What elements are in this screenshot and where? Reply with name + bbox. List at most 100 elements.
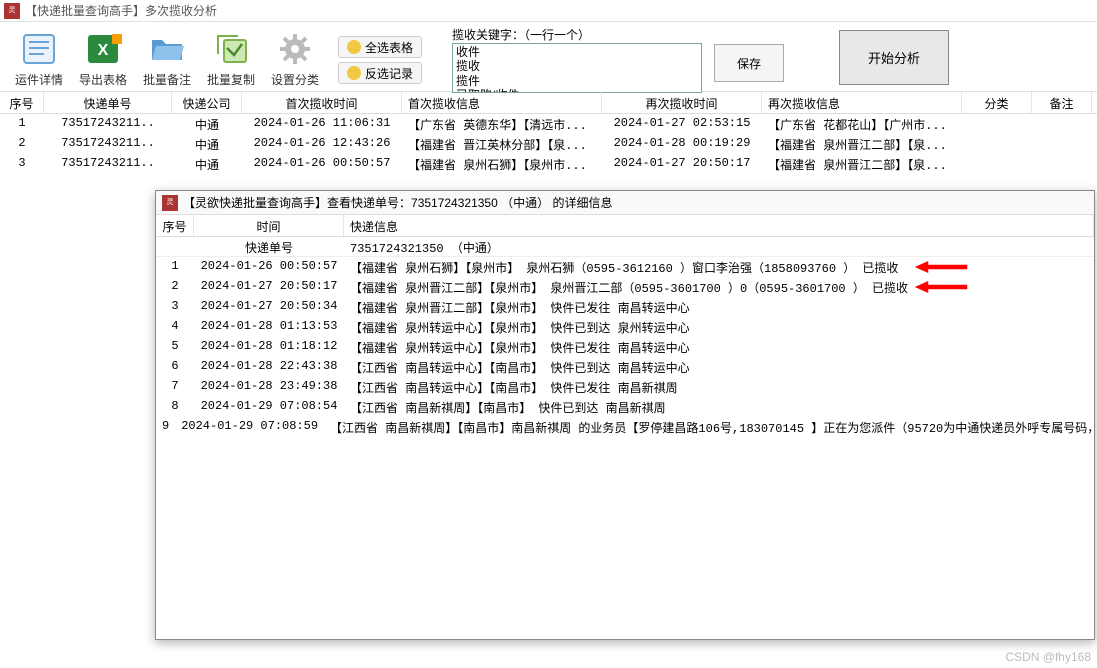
detail-col-header[interactable]: 序号 xyxy=(156,215,194,236)
app-icon: 灵 xyxy=(162,195,178,211)
cell: 【福建省 泉州晋江二部】【泉... xyxy=(762,154,962,174)
detail-titlebar: 灵 【灵欲快递批量查询高手】查看快递单号： 7351724321350 （中通）… xyxy=(156,191,1094,215)
main-col-header[interactable]: 备注 xyxy=(1032,92,1092,113)
detail-body: 序号时间快递信息 快递单号 7351724321350 （中通） 12024-0… xyxy=(156,215,1094,437)
cell: 【福建省 泉州晋江二部】【泉州市】 泉州晋江二部（0595-3601700 ）0… xyxy=(344,277,1094,297)
cell xyxy=(962,134,1032,154)
table-row[interactable]: 373517243211..中通2024-01-26 00:50:57【福建省 … xyxy=(0,154,1097,174)
cell: 【福建省 泉州晋江二部】【泉州市】 快件已发往 南昌转运中心 xyxy=(344,297,1094,317)
copy-icon xyxy=(210,29,252,69)
cell: 【福建省 泉州转运中心】【泉州市】 快件已到达 泉州转运中心 xyxy=(344,317,1094,337)
detail-row[interactable]: 22024-01-27 20:50:17【福建省 泉州晋江二部】【泉州市】 泉州… xyxy=(156,277,1094,297)
cell: 2024-01-27 20:50:17 xyxy=(602,154,762,174)
toolbar-label: 导出表格 xyxy=(79,71,127,88)
cell: 8 xyxy=(156,397,194,417)
cell: 【江西省 南昌转运中心】【南昌市】 快件已到达 南昌转运中心 xyxy=(344,357,1094,377)
table-row[interactable]: 173517243211..中通2024-01-26 11:06:31【广东省 … xyxy=(0,114,1097,134)
cell: 2024-01-27 20:50:17 xyxy=(194,277,344,297)
main-col-header[interactable]: 序号 xyxy=(0,92,44,113)
cell: 2024-01-26 00:50:57 xyxy=(242,154,402,174)
toolbar-detail-button[interactable]: 运件详情 xyxy=(8,26,70,88)
toolbar-excel-button[interactable]: X 导出表格 xyxy=(72,26,134,88)
cell xyxy=(1032,154,1092,174)
cell: 2 xyxy=(156,277,194,297)
cell: 【福建省 泉州晋江二部】【泉... xyxy=(762,134,962,154)
keyword-label: 揽收关键字：（一行一个） xyxy=(452,26,702,43)
select-all-button[interactable]: 全选表格 xyxy=(338,36,422,58)
detail-row[interactable]: 92024-01-29 07:08:59【江西省 南昌新祺周】【南昌市】南昌新祺… xyxy=(156,417,1094,437)
detail-row[interactable]: 12024-01-26 00:50:57【福建省 泉州石狮】【泉州市】 泉州石狮… xyxy=(156,257,1094,277)
detail-row[interactable]: 32024-01-27 20:50:34【福建省 泉州晋江二部】【泉州市】 快件… xyxy=(156,297,1094,317)
detail-title-suffix: 的详细信息 xyxy=(552,194,612,211)
detail-window: 灵 【灵欲快递批量查询高手】查看快递单号： 7351724321350 （中通）… xyxy=(155,190,1095,640)
excel-icon: X xyxy=(82,29,124,69)
keyword-input[interactable] xyxy=(452,43,702,93)
toolbar-label: 运件详情 xyxy=(15,71,63,88)
cell: 6 xyxy=(156,357,194,377)
detail-tracking-no: 7351724321350 xyxy=(411,196,498,210)
cell: 73517243211.. xyxy=(44,114,172,134)
invert-label: 反选记录 xyxy=(365,65,413,82)
main-col-header[interactable]: 分类 xyxy=(962,92,1032,113)
start-analyze-button[interactable]: 开始分析 xyxy=(839,30,949,85)
cell: 73517243211.. xyxy=(44,154,172,174)
cell: 2024-01-28 00:19:29 xyxy=(602,134,762,154)
detail-row[interactable]: 62024-01-28 22:43:38【江西省 南昌转运中心】【南昌市】 快件… xyxy=(156,357,1094,377)
window-title: 【快递批量查询高手】多次揽收分析 xyxy=(25,2,217,19)
keyword-area: 揽收关键字：（一行一个） xyxy=(452,26,702,93)
detail-sub-value: 7351724321350 （中通） xyxy=(344,237,1094,256)
cell xyxy=(962,154,1032,174)
detail-row[interactable]: 72024-01-28 23:49:38【江西省 南昌转运中心】【南昌市】 快件… xyxy=(156,377,1094,397)
save-button[interactable]: 保存 xyxy=(714,44,784,82)
toolbar-folder-button[interactable]: 批量备注 xyxy=(136,26,198,88)
toolbar-copy-button[interactable]: 批量复制 xyxy=(200,26,262,88)
cell: 2024-01-26 11:06:31 xyxy=(242,114,402,134)
main-col-header[interactable]: 再次揽收时间 xyxy=(602,92,762,113)
cell xyxy=(1032,134,1092,154)
detail-col-header[interactable]: 时间 xyxy=(194,215,344,236)
main-col-header[interactable]: 首次揽收时间 xyxy=(242,92,402,113)
cell: 中通 xyxy=(172,154,242,174)
app-icon: 灵 xyxy=(4,3,20,19)
main-col-header[interactable]: 再次揽收信息 xyxy=(762,92,962,113)
detail-row[interactable]: 42024-01-28 01:13:53【福建省 泉州转运中心】【泉州市】 快件… xyxy=(156,317,1094,337)
cell xyxy=(1032,114,1092,134)
cell: 【广东省 英德东华】【清远市... xyxy=(402,114,602,134)
detail-row[interactable]: 52024-01-28 01:18:12【福建省 泉州转运中心】【泉州市】 快件… xyxy=(156,337,1094,357)
bulb-icon xyxy=(347,66,361,80)
cell: 2024-01-28 23:49:38 xyxy=(194,377,344,397)
toolbar-gear-button[interactable]: 设置分类 xyxy=(264,26,326,88)
cell: 3 xyxy=(156,297,194,317)
cell: 4 xyxy=(156,317,194,337)
detail-company: （中通） xyxy=(501,194,549,211)
cell: 【福建省 晋江英林分部】【泉... xyxy=(402,134,602,154)
cell: 【福建省 泉州石狮】【泉州市】 泉州石狮（0595-3612160 ）窗口李治强… xyxy=(344,257,1094,277)
cell: 【福建省 泉州石狮】【泉州市... xyxy=(402,154,602,174)
cell: 2024-01-29 07:08:54 xyxy=(194,397,344,417)
detail-row[interactable]: 82024-01-29 07:08:54【江西省 南昌新祺周】【南昌市】 快件已… xyxy=(156,397,1094,417)
cell: 2024-01-26 00:50:57 xyxy=(194,257,344,277)
cell: 中通 xyxy=(172,114,242,134)
cell: 2024-01-27 02:53:15 xyxy=(602,114,762,134)
detail-col-header[interactable]: 快递信息 xyxy=(344,215,1094,236)
cell xyxy=(962,114,1032,134)
cell: 73517243211.. xyxy=(44,134,172,154)
detail-title-prefix: 【灵欲快递批量查询高手】查看快递单号： xyxy=(183,194,411,211)
table-row[interactable]: 273517243211..中通2024-01-26 12:43:26【福建省 … xyxy=(0,134,1097,154)
cell: 2 xyxy=(0,134,44,154)
main-col-header[interactable]: 快递单号 xyxy=(44,92,172,113)
cell: 2024-01-29 07:08:59 xyxy=(175,417,324,437)
main-col-header[interactable]: 快递公司 xyxy=(172,92,242,113)
folder-icon xyxy=(146,29,188,69)
main-window: 灵 【快递批量查询高手】多次揽收分析 运件详情 X 导出表格批量备注批量复制设置分类… xyxy=(0,0,1097,668)
titlebar: 灵 【快递批量查询高手】多次揽收分析 xyxy=(0,0,1097,22)
main-col-header[interactable]: 首次揽收信息 xyxy=(402,92,602,113)
toolbar: 运件详情 X 导出表格批量备注批量复制设置分类 全选表格 反选记录 揽收关键字：（一… xyxy=(0,22,1097,92)
detail-subheader: 快递单号 7351724321350 （中通） xyxy=(156,237,1094,257)
invert-button[interactable]: 反选记录 xyxy=(338,62,422,84)
cell: 3 xyxy=(0,154,44,174)
cell: 2024-01-27 20:50:34 xyxy=(194,297,344,317)
main-table-header: 序号快递单号快递公司首次揽收时间首次揽收信息再次揽收时间再次揽收信息分类备注 xyxy=(0,92,1097,114)
cell: 1 xyxy=(0,114,44,134)
cell: 【江西省 南昌转运中心】【南昌市】 快件已发往 南昌新祺周 xyxy=(344,377,1094,397)
